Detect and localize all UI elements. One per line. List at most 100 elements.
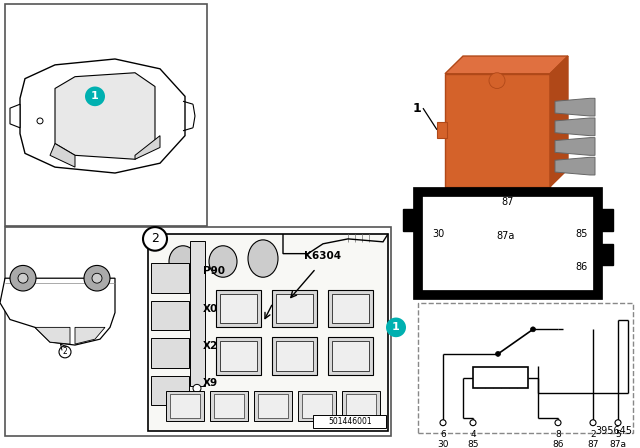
Bar: [151, 301, 189, 330]
Text: 1: 1: [413, 102, 422, 115]
Bar: [332, 294, 369, 323]
Ellipse shape: [209, 246, 237, 277]
Text: 87a: 87a: [497, 231, 515, 241]
Bar: [254, 391, 292, 421]
Circle shape: [37, 118, 43, 124]
Bar: [346, 394, 376, 418]
Circle shape: [18, 273, 28, 283]
Bar: [170, 394, 200, 418]
Bar: [272, 290, 317, 327]
Bar: [151, 263, 189, 293]
Circle shape: [495, 351, 500, 356]
Text: 501446001: 501446001: [328, 417, 372, 426]
Bar: [298, 391, 336, 421]
Text: 2: 2: [151, 233, 159, 246]
Bar: [332, 341, 369, 370]
Text: 86: 86: [552, 440, 564, 448]
Circle shape: [489, 73, 505, 88]
Polygon shape: [445, 74, 550, 187]
Bar: [258, 394, 288, 418]
Bar: [272, 337, 317, 375]
Text: 2: 2: [63, 348, 67, 357]
Bar: [210, 391, 248, 421]
Bar: [418, 192, 598, 295]
Text: 395645: 395645: [595, 426, 632, 435]
Text: 87a: 87a: [609, 440, 627, 448]
Text: 87: 87: [502, 197, 514, 207]
Polygon shape: [35, 327, 70, 344]
Circle shape: [85, 86, 105, 106]
Circle shape: [440, 420, 446, 426]
Circle shape: [590, 420, 596, 426]
Circle shape: [143, 227, 167, 251]
Bar: [598, 209, 613, 231]
Polygon shape: [75, 327, 105, 344]
Polygon shape: [55, 73, 155, 159]
Ellipse shape: [169, 246, 197, 277]
Text: 85: 85: [467, 440, 479, 448]
Text: 4: 4: [470, 430, 476, 439]
Text: 5: 5: [615, 430, 621, 439]
Bar: [151, 338, 189, 368]
Text: P90: P90: [203, 266, 225, 276]
Polygon shape: [135, 136, 160, 159]
Bar: [151, 375, 189, 405]
Text: 30: 30: [437, 440, 449, 448]
Circle shape: [92, 273, 102, 283]
Text: 6: 6: [440, 430, 446, 439]
Bar: [328, 290, 373, 327]
Polygon shape: [20, 59, 185, 173]
Text: X9: X9: [203, 379, 218, 388]
Bar: [166, 391, 204, 421]
Text: 1: 1: [392, 323, 400, 332]
Circle shape: [59, 346, 71, 358]
Polygon shape: [555, 118, 595, 136]
Text: 1: 1: [91, 91, 99, 101]
Bar: [473, 367, 528, 388]
Circle shape: [193, 384, 201, 392]
Bar: [598, 244, 613, 265]
Text: X2: X2: [203, 341, 218, 351]
Circle shape: [470, 420, 476, 426]
Bar: [220, 341, 257, 370]
Circle shape: [84, 265, 110, 291]
Bar: [302, 394, 332, 418]
Bar: [313, 415, 386, 428]
Ellipse shape: [248, 240, 278, 277]
Polygon shape: [10, 104, 20, 128]
Bar: [220, 294, 257, 323]
Text: K6304: K6304: [305, 250, 342, 261]
Circle shape: [386, 318, 406, 337]
Polygon shape: [555, 138, 595, 155]
Text: 87: 87: [588, 440, 599, 448]
Polygon shape: [50, 143, 75, 167]
Bar: [5, 4, 207, 226]
Polygon shape: [550, 56, 568, 187]
Circle shape: [615, 420, 621, 426]
Bar: [437, 122, 447, 138]
Text: 30: 30: [432, 229, 444, 239]
Bar: [216, 337, 261, 375]
Circle shape: [531, 327, 536, 332]
Bar: [214, 394, 244, 418]
Polygon shape: [445, 56, 568, 74]
Text: X0: X0: [203, 304, 218, 314]
Bar: [5, 227, 391, 435]
Text: 8: 8: [555, 430, 561, 439]
Text: 85: 85: [575, 229, 588, 239]
Polygon shape: [555, 157, 595, 175]
Bar: [276, 294, 313, 323]
Polygon shape: [555, 98, 595, 116]
Bar: [418, 303, 633, 433]
Polygon shape: [0, 278, 115, 345]
Bar: [403, 209, 418, 231]
Text: 2: 2: [590, 430, 596, 439]
Bar: [342, 391, 380, 421]
Bar: [148, 234, 388, 431]
Circle shape: [555, 420, 561, 426]
Text: 86: 86: [576, 263, 588, 272]
Bar: [276, 341, 313, 370]
Bar: [190, 241, 205, 386]
Bar: [216, 290, 261, 327]
Circle shape: [10, 265, 36, 291]
